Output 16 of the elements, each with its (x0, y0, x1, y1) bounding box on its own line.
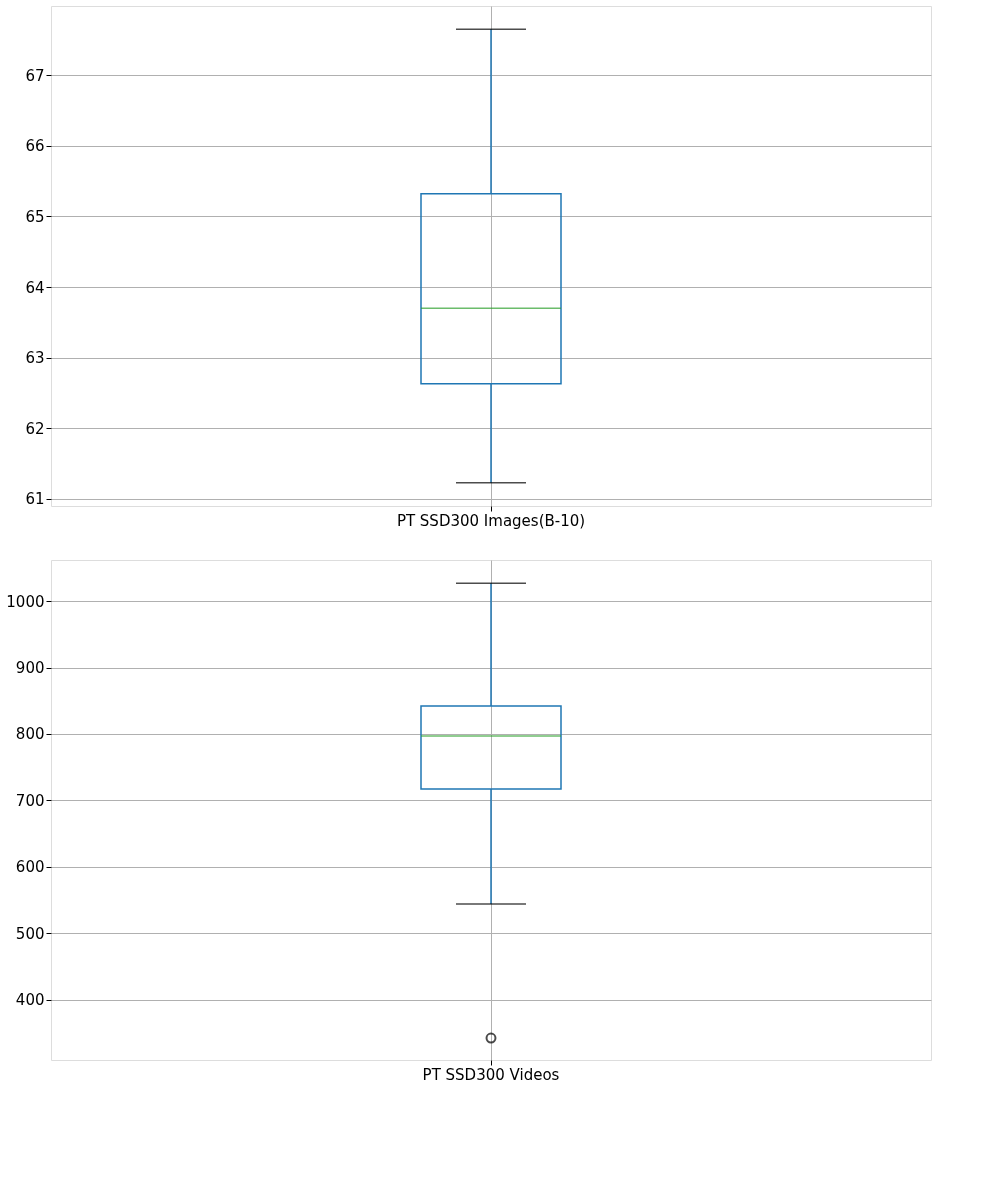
y-tick-label: 64 (25, 278, 45, 297)
y-tick-label: 400 (15, 991, 45, 1010)
x-tick-label: PT SSD300 Videos (422, 1065, 560, 1084)
y-tick-label: 900 (15, 659, 45, 678)
y-tick-label: 1000 (6, 592, 45, 611)
y-tick-label: 67 (25, 66, 45, 85)
y-tick-label: 63 (25, 349, 45, 368)
y-tick-label: 62 (25, 419, 45, 438)
y-tick-label: 61 (25, 490, 45, 509)
y-tick-label: 65 (25, 207, 45, 226)
x-tick-label: PT SSD300 Images(B-10) (396, 511, 586, 530)
y-tick-label: 500 (15, 924, 45, 943)
y-tick-label: 700 (15, 791, 45, 810)
y-tick-label: 66 (25, 137, 45, 156)
y-tick-label: 600 (15, 858, 45, 877)
y-tick-label: 800 (15, 725, 45, 744)
